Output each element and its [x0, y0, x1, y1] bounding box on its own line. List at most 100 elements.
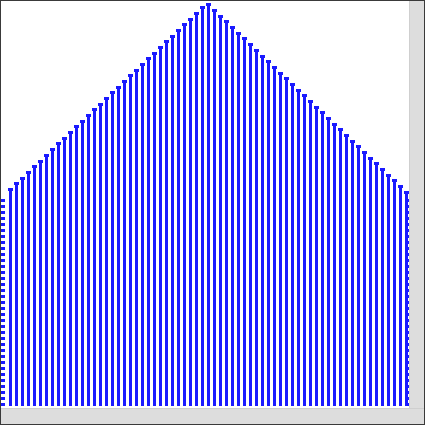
stripe-column	[255, 51, 258, 406]
stripe-column	[51, 150, 54, 406]
edge-tick	[1, 247, 5, 250]
edge-tick	[1, 235, 5, 238]
stripe-column	[357, 147, 360, 406]
roof-step	[86, 114, 91, 117]
stripe-column	[291, 85, 294, 406]
roof-step	[260, 55, 265, 58]
stripe-column	[129, 76, 132, 406]
roof-step	[272, 66, 277, 69]
stripe-column	[273, 68, 276, 406]
roof-step	[362, 151, 367, 154]
edge-tick	[1, 403, 5, 406]
stripe-column	[153, 54, 156, 406]
roof-step	[50, 148, 55, 151]
stripe-column	[201, 8, 204, 406]
edge-tick	[1, 313, 5, 316]
edge-tick	[1, 385, 5, 388]
roof-step	[308, 100, 313, 103]
roof-step	[242, 37, 247, 40]
roof-step	[266, 60, 271, 63]
roof-step	[158, 46, 163, 49]
roof-step	[104, 97, 109, 100]
stripe-column	[207, 5, 210, 406]
stripe-column	[177, 31, 180, 406]
edge-tick	[1, 325, 5, 328]
stripe-column	[135, 71, 138, 406]
edge-tick	[1, 277, 5, 280]
stripe-column	[21, 179, 24, 406]
edge-tick	[1, 199, 5, 202]
stripe-column	[327, 119, 330, 406]
roof-step	[206, 3, 211, 6]
roof-step	[116, 86, 121, 89]
edge-tick	[1, 307, 5, 310]
stripe-column	[249, 45, 252, 406]
stripe-column	[279, 74, 282, 406]
roof-step	[236, 32, 241, 35]
roof-step	[344, 134, 349, 137]
roof-step	[218, 15, 223, 18]
roof-step	[368, 157, 373, 160]
roof-step	[62, 137, 67, 140]
stripe-column	[309, 102, 312, 406]
stripe-column	[195, 14, 198, 406]
stripe-column	[81, 122, 84, 406]
edge-tick	[1, 361, 5, 364]
roof-step	[68, 131, 73, 134]
stripe-column	[33, 167, 36, 406]
stripe-column	[243, 39, 246, 406]
stripe-column	[297, 91, 300, 406]
roof-step	[332, 123, 337, 126]
roof-step	[224, 20, 229, 23]
roof-step	[194, 12, 199, 15]
drawing-canvas	[1, 1, 409, 408]
edge-tick	[1, 205, 5, 208]
stripe-column	[9, 190, 12, 406]
roof-step	[326, 117, 331, 120]
edge-tick	[1, 379, 5, 382]
edge-tick	[1, 223, 5, 226]
roof-step	[182, 23, 187, 26]
stripe-pattern-svg	[1, 3, 409, 406]
roof-step	[56, 142, 61, 145]
roof-step	[350, 140, 355, 143]
stripe-column	[237, 34, 240, 406]
roof-step	[44, 154, 49, 157]
roof-step	[26, 171, 31, 174]
roof-step	[290, 83, 295, 86]
roof-step	[128, 74, 133, 77]
roof-step	[92, 108, 97, 111]
stripe-column	[165, 42, 168, 406]
stripe-column	[339, 130, 342, 406]
roof-step	[338, 128, 343, 131]
roof-step	[212, 9, 217, 12]
stripe-column	[141, 65, 144, 406]
roof-step	[134, 69, 139, 72]
edge-tick	[1, 343, 5, 346]
stripe-column	[87, 116, 90, 406]
stripe-column	[285, 79, 288, 406]
roof-step	[8, 188, 13, 191]
edge-tick	[1, 211, 5, 214]
edge-tick	[1, 337, 5, 340]
edge-tick	[1, 295, 5, 298]
edge-tick	[1, 373, 5, 376]
roof-step	[122, 80, 127, 83]
horizontal-scrollbar[interactable]	[1, 408, 424, 424]
stripe-column	[189, 20, 192, 406]
stripe-column	[147, 59, 150, 406]
edge-tick	[1, 397, 5, 400]
roof-step	[314, 106, 319, 109]
stripe-column	[27, 173, 30, 406]
stripe-column	[183, 25, 186, 406]
stripe-column	[225, 22, 228, 406]
edge-tick	[1, 259, 5, 262]
edge-tick	[1, 265, 5, 268]
stripe-column	[111, 93, 114, 406]
roof-step	[188, 18, 193, 21]
edge-tick	[1, 355, 5, 358]
roof-step	[254, 49, 259, 52]
vertical-scrollbar[interactable]	[409, 1, 424, 424]
stripe-column	[57, 144, 60, 406]
stripe-column	[159, 48, 162, 406]
